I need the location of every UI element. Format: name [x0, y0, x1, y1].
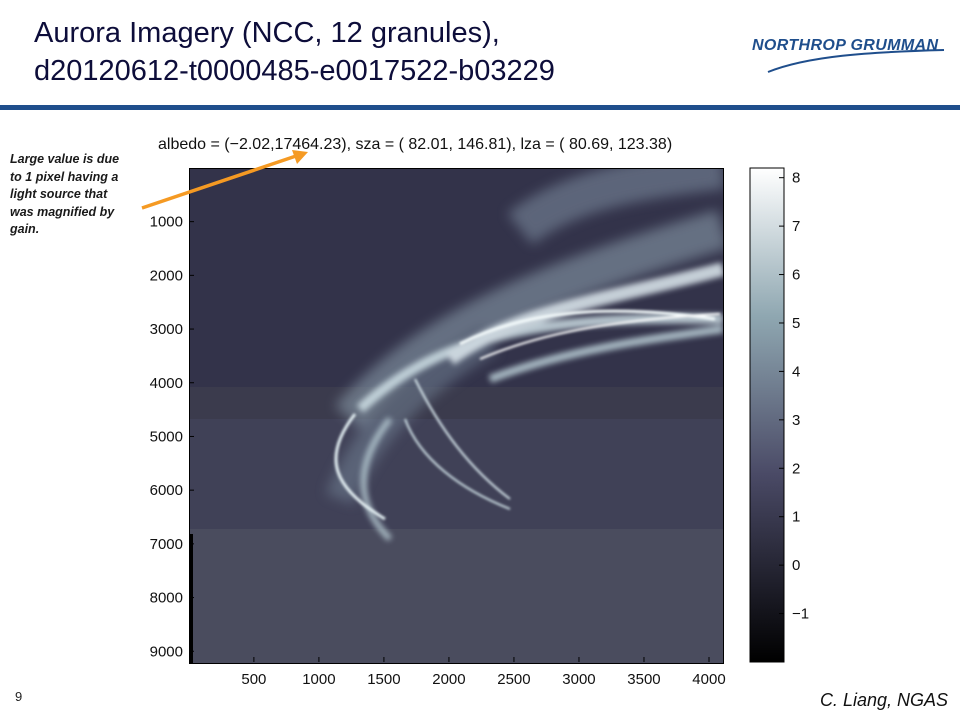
- colorbar-tick-label: 0: [792, 557, 800, 574]
- colorbar-gradient: [749, 167, 785, 663]
- y-tick-label: 2000: [150, 267, 183, 284]
- x-tick-label: 1000: [302, 671, 335, 688]
- x-tick-label: 1500: [367, 671, 400, 688]
- annotation-arrow: [141, 150, 308, 210]
- colorbar-tick-label: 6: [792, 267, 800, 284]
- x-tick-label: 2000: [432, 671, 465, 688]
- arrow-head: [292, 150, 308, 164]
- x-tick-label: 4000: [692, 671, 725, 688]
- aurora-heatmap: [189, 168, 724, 664]
- annotation-note: Large value is due to 1 pixel having a l…: [10, 152, 120, 236]
- y-tick-label: 8000: [150, 590, 183, 607]
- colorbar-tick-label: 3: [792, 412, 800, 429]
- y-axis: 1000 2000 3000 4000 5000 6000 7000 8000 9000: [150, 214, 194, 660]
- colorbar-tick-label: 1: [792, 509, 800, 526]
- colorbar: 8 7 6 5 4 3 2 1 0 −1: [749, 167, 809, 663]
- northrop-grumman-logo: NORTHROP GRUMMAN: [752, 37, 945, 73]
- author-credit: C. Liang, NGAS: [819, 690, 948, 710]
- page-number: 9: [15, 689, 23, 704]
- chart-title: albedo = (−2.02,17464.23), sza = ( 82.01…: [158, 136, 673, 153]
- header-rule: [0, 105, 960, 110]
- x-tick-label: 2500: [497, 671, 530, 688]
- logo-wordmark: NORTHROP GRUMMAN: [752, 37, 938, 54]
- x-tick-label: 500: [241, 671, 266, 688]
- y-tick-label: 4000: [150, 375, 183, 392]
- colorbar-tick-label: 2: [792, 460, 800, 477]
- colorbar-tick-label: 4: [792, 363, 800, 380]
- title-line-2: d20120612-t0000485-e0017522-b03229: [34, 55, 555, 87]
- x-axis: 500 1000 1500 2000 2500 3000 3500 4000: [241, 657, 726, 688]
- y-tick-label: 9000: [150, 643, 183, 660]
- arrow-shaft: [141, 154, 297, 210]
- y-tick-label: 7000: [150, 536, 183, 553]
- x-tick-label: 3000: [562, 671, 595, 688]
- y-tick-label: 5000: [150, 428, 183, 445]
- colorbar-tick-label: 8: [792, 170, 800, 187]
- colorbar-tick-label: 5: [792, 315, 800, 332]
- title-line-1: Aurora Imagery (NCC, 12 granules),: [34, 17, 500, 49]
- y-tick-label: 3000: [150, 321, 183, 338]
- x-tick-label: 3500: [627, 671, 660, 688]
- y-tick-label: 6000: [150, 482, 183, 499]
- colorbar-tick-label: 7: [792, 218, 800, 235]
- slide-title: Aurora Imagery (NCC, 12 granules), d2012…: [34, 14, 555, 90]
- colorbar-tick-label: −1: [792, 606, 809, 623]
- y-tick-label: 1000: [150, 214, 183, 231]
